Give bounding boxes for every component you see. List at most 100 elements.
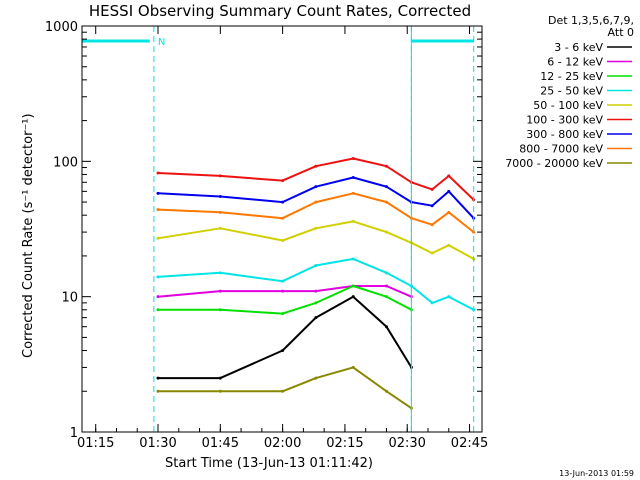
series-7-point-3 [314, 200, 318, 204]
series-line-8 [158, 366, 412, 410]
y-tick-label-1: 10 [61, 291, 78, 306]
series-8-point-2 [281, 389, 285, 393]
series-7-point-7 [430, 223, 434, 227]
series-8-point-3 [314, 376, 318, 380]
series-3-point-7 [430, 301, 434, 305]
y-axis-label: Corrected Count Rate (s⁻¹ detector⁻¹) [21, 113, 36, 358]
x-axis-label: Start Time (13-Jun-13 01:11:42) [165, 456, 373, 471]
series-line-4 [157, 220, 475, 260]
series-line-7 [157, 192, 475, 233]
legend-label-7: 800 - 7000 keV [519, 143, 603, 156]
legend-label-8: 7000 - 20000 keV [505, 157, 603, 170]
series-3-point-8 [447, 295, 451, 299]
series-6-point-4 [351, 175, 355, 179]
chart-title: HESSI Observing Summary Count Rates, Cor… [89, 2, 471, 20]
series-4-point-7 [430, 251, 434, 255]
series-7-point-5 [384, 200, 388, 204]
series-6-point-7 [430, 204, 434, 208]
series-4-point-2 [281, 239, 285, 243]
series-8-point-1 [218, 389, 222, 393]
legend: Det 1,3,5,6,7,9, Att 0 3 - 6 keV 6 - 12 k… [505, 14, 634, 170]
series-8-point-4 [351, 365, 355, 369]
series-8-point-5 [384, 389, 388, 393]
series-7-point-1 [218, 210, 222, 214]
series-1-point-3 [314, 289, 318, 293]
legend-label-0: 3 - 6 keV [554, 41, 603, 54]
series-line-5 [157, 157, 475, 201]
series-1-point-1 [218, 289, 222, 293]
series-line-6 [157, 176, 475, 219]
series-1-point-0 [156, 295, 160, 299]
series-5-point-4 [351, 156, 355, 160]
series-6-point-8 [447, 189, 451, 193]
series-3-point-0 [156, 275, 160, 279]
series-line-1 [157, 285, 412, 298]
series-2-point-2 [281, 312, 285, 316]
series-7-point-2 [281, 216, 285, 220]
series-6-point-0 [156, 191, 160, 195]
series-3-point-5 [384, 271, 388, 275]
y-tick-label-0: 1 [70, 426, 78, 441]
marker-layer: N [82, 26, 475, 432]
legend-header-line-1: Det 1,3,5,6,7,9, [548, 14, 634, 27]
series-4-point-4 [351, 219, 355, 223]
series-2-point-5 [384, 295, 388, 299]
legend-header-line-2: Att 0 [608, 26, 634, 39]
series-6-point-5 [384, 185, 388, 189]
series-4-point-3 [314, 226, 318, 230]
x-tick-label-1: 01:30 [139, 436, 176, 451]
x-tick-label-3: 02:00 [264, 436, 301, 451]
series-3-point-1 [218, 271, 222, 275]
series-7-point-8 [447, 210, 451, 214]
legend-label-1: 6 - 12 keV [547, 56, 603, 69]
series-line-3 [157, 257, 475, 311]
series-0-point-5 [384, 325, 388, 329]
axis-layer: 01:15 01:30 01:45 02:00 02:15 02:30 02:45 1 10 10… [45, 20, 488, 451]
series-0-point-4 [351, 295, 355, 299]
series-4-point-8 [447, 243, 451, 247]
series-3-point-3 [314, 263, 318, 267]
legend-label-2: 12 - 25 keV [540, 70, 603, 83]
series-5-point-8 [447, 174, 451, 178]
series-4-point-1 [218, 226, 222, 230]
series-2-point-1 [218, 308, 222, 312]
series-7-point-0 [156, 208, 160, 212]
series-2-point-0 [156, 308, 160, 312]
series-5-point-1 [218, 174, 222, 178]
legend-label-5: 100 - 300 keV [526, 114, 603, 127]
legend-label-6: 300 - 800 keV [526, 128, 603, 141]
series-layer [156, 156, 476, 410]
x-tick-label-0: 01:15 [77, 436, 114, 451]
saa-marker-label: N [158, 37, 165, 48]
series-7-point-9 [472, 230, 476, 234]
legend-label-4: 50 - 100 keV [533, 99, 603, 112]
series-6-point-1 [218, 194, 222, 198]
y-tick-label-3: 1000 [45, 20, 78, 35]
x-tick-label-2: 01:45 [202, 436, 239, 451]
series-2-point-3 [314, 301, 318, 305]
series-1-point-2 [281, 289, 285, 293]
series-7-point-4 [351, 191, 355, 195]
series-3-point-2 [281, 279, 285, 283]
series-5-point-5 [384, 164, 388, 168]
series-6-point-2 [281, 200, 285, 204]
plot-frame [81, 25, 483, 433]
series-1-point-5 [384, 284, 388, 288]
x-tick-label-6: 02:45 [451, 436, 488, 451]
series-4-point-0 [156, 236, 160, 240]
footer-timestamp: 13-Jun-2013 01:59 [559, 469, 634, 478]
y-tick-label-2: 100 [53, 155, 78, 170]
series-2-point-4 [351, 284, 355, 288]
series-5-point-3 [314, 164, 318, 168]
x-tick-label-5: 02:30 [388, 436, 425, 451]
legend-label-3: 25 - 50 keV [540, 85, 603, 98]
series-0-point-1 [218, 376, 222, 380]
series-5-point-2 [281, 179, 285, 183]
series-0-point-0 [156, 376, 160, 380]
series-5-point-0 [156, 171, 160, 175]
series-0-point-3 [314, 316, 318, 320]
series-0-point-2 [281, 349, 285, 353]
series-5-point-7 [430, 187, 434, 191]
series-4-point-5 [384, 230, 388, 234]
